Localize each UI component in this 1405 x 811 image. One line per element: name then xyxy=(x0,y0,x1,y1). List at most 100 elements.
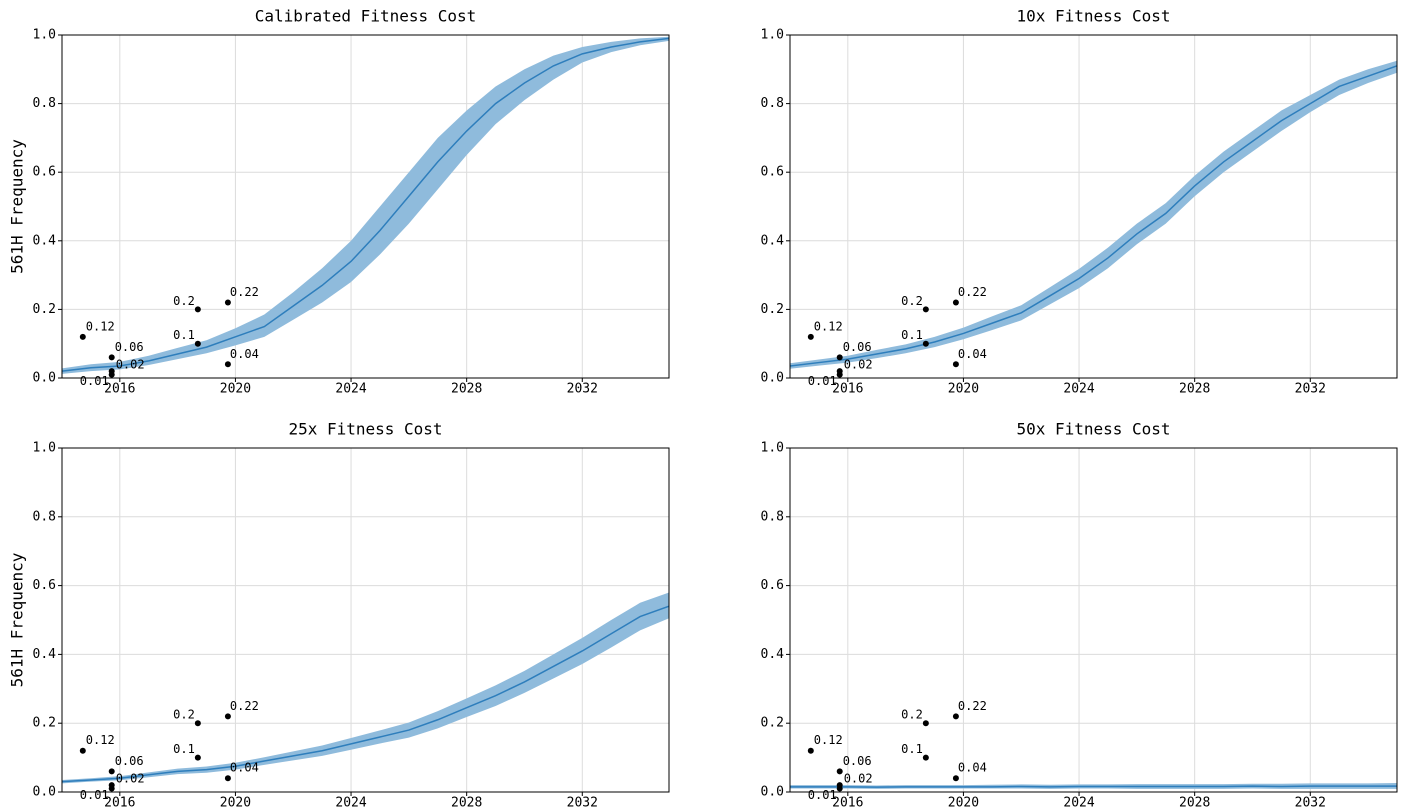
y-tick-label: 0.6 xyxy=(761,165,784,180)
data-point xyxy=(836,354,843,361)
point-label: 0.01 xyxy=(80,374,109,388)
point-label: 0.04 xyxy=(958,761,987,775)
x-tick-label: 2032 xyxy=(567,382,598,397)
data-point xyxy=(952,361,959,368)
point-label: 0.2 xyxy=(173,294,195,308)
band xyxy=(62,36,669,374)
data-point xyxy=(108,782,115,789)
y-tick-label: 0.6 xyxy=(33,578,56,593)
y-tick-label: 0.0 xyxy=(761,785,784,800)
x-tick-label: 2024 xyxy=(335,796,366,811)
x-tick-label: 2024 xyxy=(335,382,366,397)
point-label: 0.22 xyxy=(958,285,987,299)
plot-area xyxy=(790,60,1397,369)
data-point xyxy=(79,747,86,754)
y-tick-label: 0.4 xyxy=(33,647,57,662)
x-tick-label: 2020 xyxy=(220,796,251,811)
data-point xyxy=(922,754,929,761)
plot-area xyxy=(62,36,669,374)
band xyxy=(62,592,669,784)
x-tick-label: 2028 xyxy=(1179,382,1210,397)
subplot-title: Calibrated Fitness Cost xyxy=(255,7,477,26)
y-tick-label: 0.2 xyxy=(761,302,784,317)
point-label: 0.06 xyxy=(115,754,144,768)
data-point xyxy=(836,368,843,375)
data-point xyxy=(194,306,201,313)
data-point xyxy=(194,720,201,727)
point-label: 0.02 xyxy=(844,772,873,786)
data-point xyxy=(108,768,115,775)
data-point xyxy=(194,340,201,347)
data-point xyxy=(79,333,86,340)
point-label: 0.01 xyxy=(808,788,837,802)
point-label: 0.12 xyxy=(814,733,843,747)
point-label: 0.12 xyxy=(814,319,843,333)
median-line xyxy=(62,605,669,783)
y-tick-label: 1.0 xyxy=(33,28,56,43)
point-label: 0.1 xyxy=(173,328,195,342)
plot-area xyxy=(62,592,669,784)
data-point xyxy=(108,368,115,375)
y-axis-label: 561H Frequency xyxy=(8,139,27,274)
median-line xyxy=(62,37,669,372)
data-point xyxy=(922,340,929,347)
point-label: 0.01 xyxy=(808,374,837,388)
point-label: 0.2 xyxy=(901,708,923,722)
band xyxy=(790,60,1397,369)
x-tick-label: 2032 xyxy=(1295,382,1326,397)
plot-frame xyxy=(61,34,670,379)
y-tick-label: 0.0 xyxy=(761,371,784,386)
y-tick-label: 0.4 xyxy=(33,233,57,248)
y-tick-label: 1.0 xyxy=(33,441,56,456)
point-label: 0.1 xyxy=(901,742,923,756)
y-tick-label: 0.2 xyxy=(33,302,56,317)
median-line xyxy=(790,65,1397,367)
data-point xyxy=(224,713,231,720)
point-label: 0.04 xyxy=(958,347,987,361)
point-label: 0.22 xyxy=(230,285,259,299)
plot-frame xyxy=(789,447,1398,793)
data-point xyxy=(922,306,929,313)
x-tick-label: 2024 xyxy=(1063,796,1094,811)
point-label: 0.12 xyxy=(86,733,115,747)
data-point xyxy=(952,713,959,720)
data-point xyxy=(836,768,843,775)
y-tick-label: 0.8 xyxy=(761,509,784,524)
median-line xyxy=(790,785,1397,788)
y-tick-label: 0.2 xyxy=(761,716,784,731)
y-tick-label: 0.0 xyxy=(33,785,56,800)
point-label: 0.06 xyxy=(843,340,872,354)
x-tick-label: 2016 xyxy=(832,796,863,811)
data-point xyxy=(922,720,929,727)
y-tick-label: 1.0 xyxy=(761,441,784,456)
x-tick-label: 2032 xyxy=(1295,796,1326,811)
data-point xyxy=(194,754,201,761)
x-tick-label: 2028 xyxy=(451,382,482,397)
point-label: 0.2 xyxy=(173,708,195,722)
point-label: 0.02 xyxy=(116,772,145,786)
y-tick-label: 0.8 xyxy=(33,509,56,524)
data-point xyxy=(224,775,231,782)
data-point xyxy=(807,747,814,754)
point-label: 0.02 xyxy=(844,358,873,372)
point-label: 0.22 xyxy=(958,699,987,713)
y-axis-label: 561H Frequency xyxy=(8,552,27,687)
x-tick-label: 2028 xyxy=(451,796,482,811)
point-label: 0.12 xyxy=(86,319,115,333)
y-tick-label: 0.6 xyxy=(33,165,56,180)
point-label: 0.06 xyxy=(843,754,872,768)
subplot-title: 25x Fitness Cost xyxy=(288,420,442,439)
x-tick-label: 2020 xyxy=(948,382,979,397)
y-tick-label: 0.2 xyxy=(33,716,56,731)
data-point xyxy=(108,354,115,361)
data-point xyxy=(836,782,843,789)
y-tick-label: 1.0 xyxy=(761,28,784,43)
subplot: 0.0 0.2 0.4 0.6 0.8 1.0 2016 2020 2024 2028 2032 0.… xyxy=(8,7,670,397)
y-tick-label: 0.6 xyxy=(761,578,784,593)
point-label: 0.1 xyxy=(901,328,923,342)
x-tick-label: 2020 xyxy=(948,796,979,811)
subplot: 0.0 0.2 0.4 0.6 0.8 1.0 2016 2020 2024 2028 2032 0.… xyxy=(761,420,1398,811)
data-point xyxy=(224,299,231,306)
plot-frame xyxy=(789,34,1398,379)
